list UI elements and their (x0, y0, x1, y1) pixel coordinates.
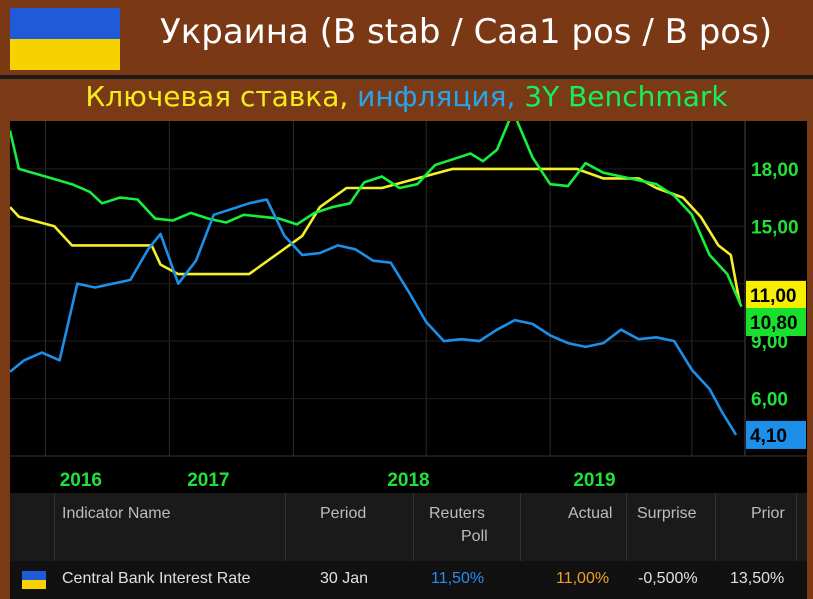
y-tick-label: 18,00 (751, 160, 799, 181)
x-tick-label: 2019 (573, 470, 615, 491)
x-tick-label: 2018 (387, 470, 429, 491)
cell-prior: 13,50% (730, 570, 785, 587)
chart-svg: 18,00 15,00 9,00 6,00 11,00 10,80 4,10 2016 2017… (10, 121, 807, 491)
last-value-badge (746, 280, 806, 309)
cell-indicator: Central Bank Interest Rate (62, 570, 251, 587)
col-prior: Prior (751, 505, 785, 522)
cell-actual: 11,00% (556, 570, 610, 587)
subtitle-inflation: инфляция, (348, 80, 516, 113)
header-bar: Украина (B stab / Caa1 pos / B pos) (0, 0, 813, 78)
x-tick-label: 2017 (187, 470, 229, 491)
ukraine-flag-icon (10, 8, 120, 70)
table-row[interactable]: Central Bank Interest Rate 30 Jan 11,50%… (10, 561, 807, 599)
subtitle-key-rate: Ключевая ставка, (85, 80, 349, 113)
ukraine-flag-icon (22, 571, 46, 589)
cell-period: 30 Jan (320, 570, 369, 587)
page-title: Украина (B stab / Caa1 pos / B pos) (160, 12, 773, 52)
header-divider (0, 75, 813, 79)
col-indicator-name: Indicator Name (62, 505, 171, 522)
cell-poll: 11,50% (431, 570, 485, 587)
series-line-1 (10, 121, 743, 308)
col-poll-line2: Poll (461, 528, 488, 545)
last-value-label: 10,80 (750, 313, 798, 334)
indicator-table: Indicator Name Period Reuters Poll Actua… (10, 493, 807, 599)
series-line-2 (10, 198, 738, 436)
x-tick-label: 2016 (60, 470, 102, 491)
last-value-label: 4,10 (750, 426, 787, 447)
col-surprise: Surprise (637, 505, 697, 522)
subtitle-benchmark: 3Y Benchmark (515, 80, 728, 113)
chart-subtitle: Ключевая ставка, инфляция, 3Y Benchmark (0, 80, 813, 120)
col-period: Period (320, 505, 367, 522)
col-poll-line1: Reuters (429, 505, 486, 522)
last-value-badge (746, 420, 806, 449)
col-actual: Actual (568, 505, 613, 522)
y-tick-label: 9,00 (751, 332, 788, 353)
cell-surprise: -0,500% (638, 570, 698, 587)
line-chart: 18,00 15,00 9,00 6,00 11,00 10,80 4,10 2016 2017… (10, 121, 807, 493)
y-tick-label: 6,00 (751, 390, 788, 411)
last-value-label: 11,00 (750, 286, 797, 307)
y-tick-label: 15,00 (751, 217, 799, 238)
last-value-badge (746, 308, 806, 336)
